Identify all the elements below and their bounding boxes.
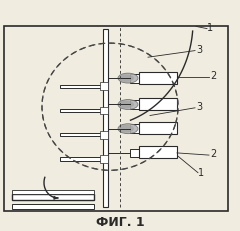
Bar	[139, 122, 177, 134]
Ellipse shape	[118, 101, 134, 108]
Bar	[100, 107, 108, 114]
Text: ФИГ. 1: ФИГ. 1	[96, 216, 144, 229]
Bar	[60, 85, 108, 88]
Bar	[60, 157, 108, 161]
Ellipse shape	[118, 74, 134, 82]
Text: 2: 2	[210, 71, 216, 81]
Bar	[130, 124, 139, 133]
Text: 2: 2	[210, 149, 216, 159]
Ellipse shape	[118, 100, 138, 109]
Ellipse shape	[118, 73, 138, 83]
Bar	[139, 98, 177, 110]
Ellipse shape	[118, 124, 138, 134]
Bar	[139, 72, 177, 84]
Bar	[12, 204, 94, 209]
Bar	[12, 190, 94, 194]
Bar	[60, 109, 108, 112]
Text: 3: 3	[196, 102, 202, 112]
Bar	[103, 29, 108, 207]
Bar	[139, 146, 177, 158]
Bar	[130, 74, 139, 82]
Text: 1: 1	[207, 23, 213, 33]
Bar	[12, 194, 94, 200]
Bar	[4, 26, 228, 211]
Text: 1: 1	[198, 168, 204, 178]
Bar	[100, 155, 108, 163]
Bar	[60, 133, 108, 136]
Text: 3: 3	[196, 45, 202, 55]
Bar	[100, 82, 108, 90]
Ellipse shape	[118, 125, 134, 133]
Bar	[100, 131, 108, 139]
Bar	[130, 149, 139, 157]
Bar	[130, 100, 139, 109]
